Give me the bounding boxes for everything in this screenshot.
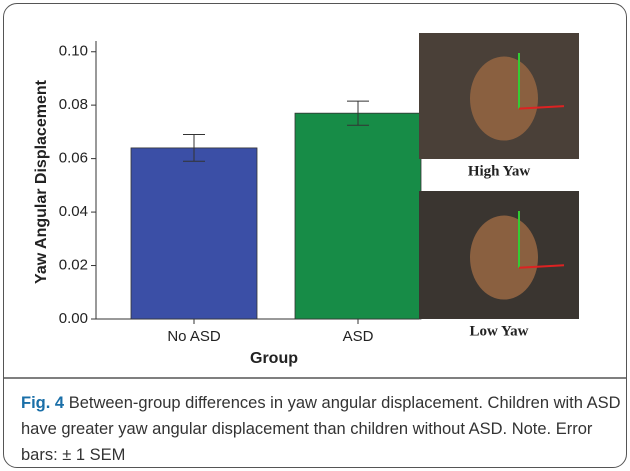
y-tick-label: 0.02: [59, 257, 88, 274]
axis-red: [518, 264, 565, 269]
error-bar: [183, 134, 205, 162]
chart: Yaw Angular Displacement Group 0.00 0.02 0…: [4, 33, 626, 379]
figure: Yaw Angular Displacement Group 0.00 0.02 0…: [3, 3, 627, 468]
y-tick-label: 0.06: [59, 150, 88, 167]
y-tick-label: 0.08: [59, 96, 88, 113]
y-tick-label: 0.10: [59, 43, 88, 60]
bar: [294, 112, 422, 320]
photo-label: High Yaw: [468, 163, 531, 179]
x-tick-label: No ASD: [167, 328, 221, 345]
face: [470, 56, 538, 141]
face: [470, 215, 538, 300]
x-axis-label: Group: [250, 350, 298, 367]
caption-text: Between-group differences in yaw angular…: [21, 394, 621, 464]
axis-red: [518, 105, 565, 110]
y-tick-label: 0.04: [59, 203, 88, 220]
y-axis-label: Yaw Angular Displacement: [33, 79, 50, 284]
photo-label: Low Yaw: [469, 323, 528, 339]
caption-label: Fig. 4: [21, 394, 65, 412]
caption: Fig. 4 Between-group differences in yaw …: [21, 390, 621, 467]
y-tick-label: 0.00: [59, 310, 88, 327]
bar: [130, 147, 258, 320]
error-bar: [347, 100, 369, 126]
x-tick-label: ASD: [343, 328, 374, 345]
